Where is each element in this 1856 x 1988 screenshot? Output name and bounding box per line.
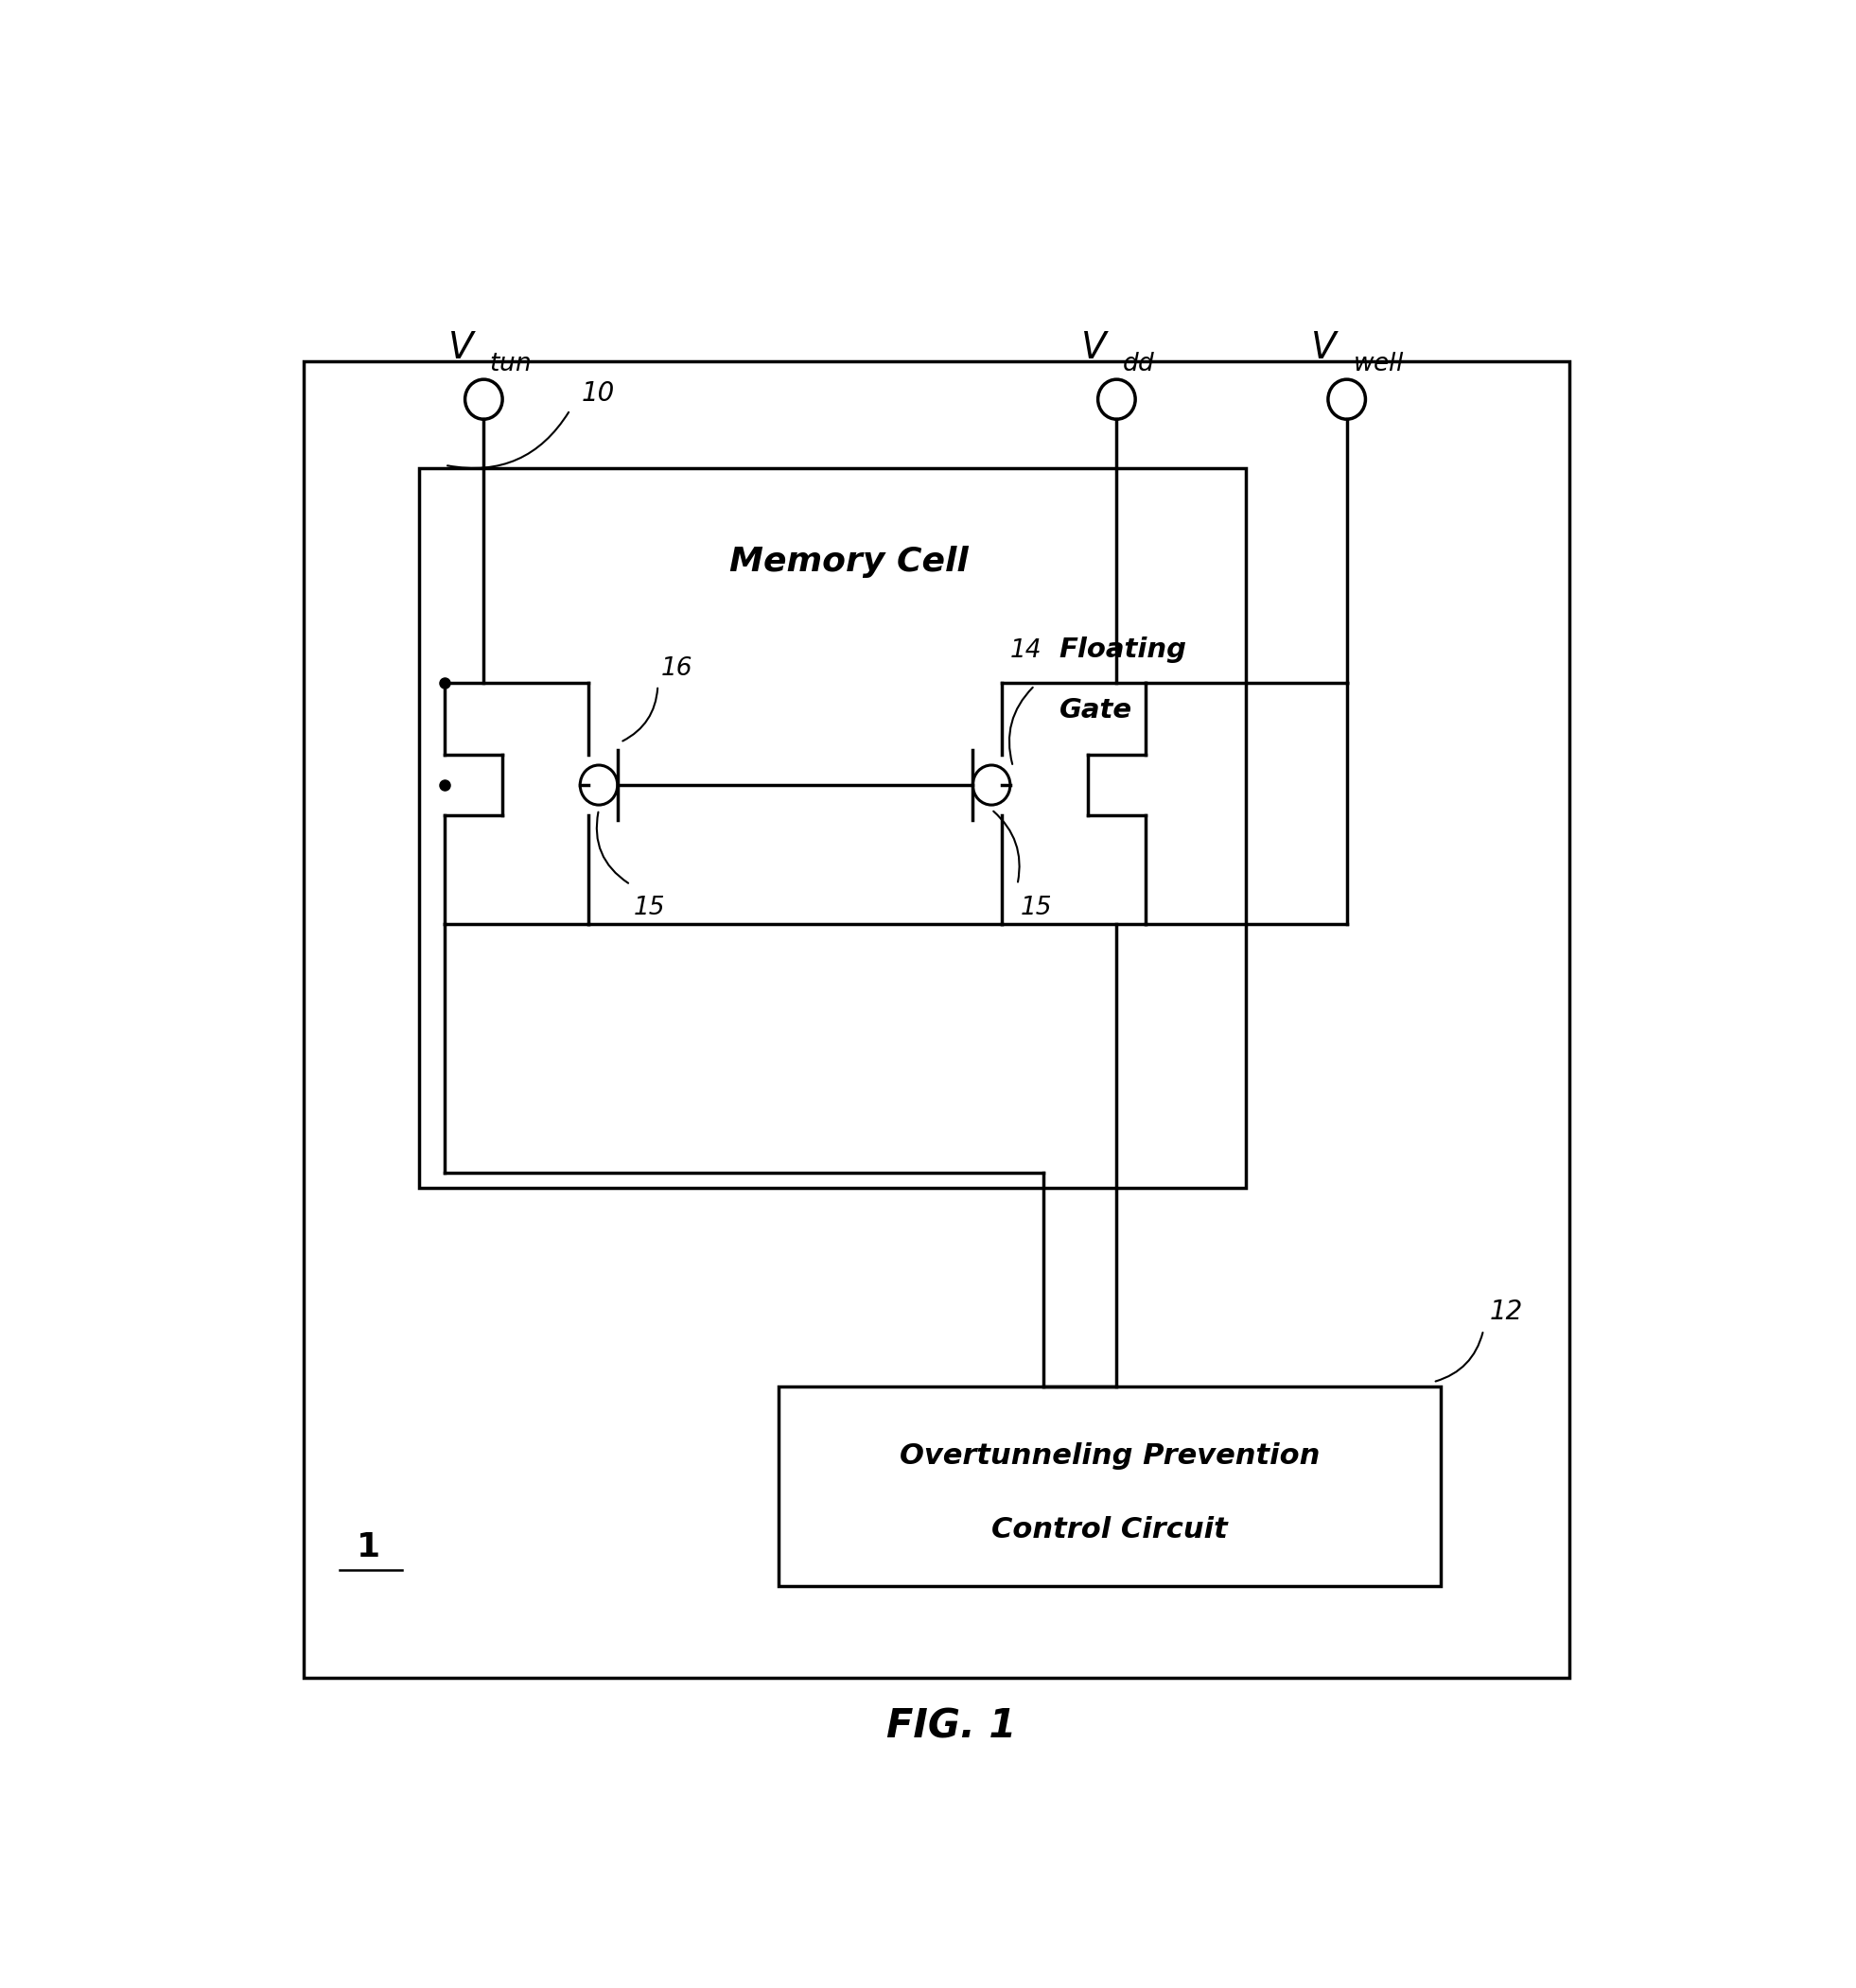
Text: $\mathit{V}$: $\mathit{V}$ [1310, 330, 1340, 366]
Text: $\mathit{tun}$: $\mathit{tun}$ [490, 352, 531, 376]
Text: 15: 15 [1021, 895, 1052, 920]
Text: Floating: Floating [1060, 636, 1186, 662]
Text: 10: 10 [581, 380, 614, 408]
Text: $\mathit{well}$: $\mathit{well}$ [1353, 352, 1403, 376]
Bar [419, 467, 1245, 1187]
Text: 14: 14 [1010, 638, 1041, 662]
Text: Gate: Gate [1060, 698, 1132, 724]
Text: $\mathit{V}$: $\mathit{V}$ [447, 330, 477, 366]
Text: FIG. 1: FIG. 1 [885, 1706, 1017, 1745]
Text: 12: 12 [1489, 1298, 1522, 1326]
Text: Control Circuit: Control Circuit [991, 1517, 1227, 1543]
Text: 1: 1 [356, 1531, 380, 1563]
Bar [304, 362, 1570, 1678]
Text: Memory Cell: Memory Cell [729, 545, 969, 579]
Text: $\mathit{V}$: $\mathit{V}$ [1080, 330, 1110, 366]
Text: Overtunneling Prevention: Overtunneling Prevention [900, 1443, 1320, 1469]
Text: $\mathit{dd}$: $\mathit{dd}$ [1123, 352, 1156, 376]
Bar [780, 1388, 1440, 1586]
Text: 15: 15 [633, 895, 664, 920]
Text: 16: 16 [661, 656, 692, 682]
